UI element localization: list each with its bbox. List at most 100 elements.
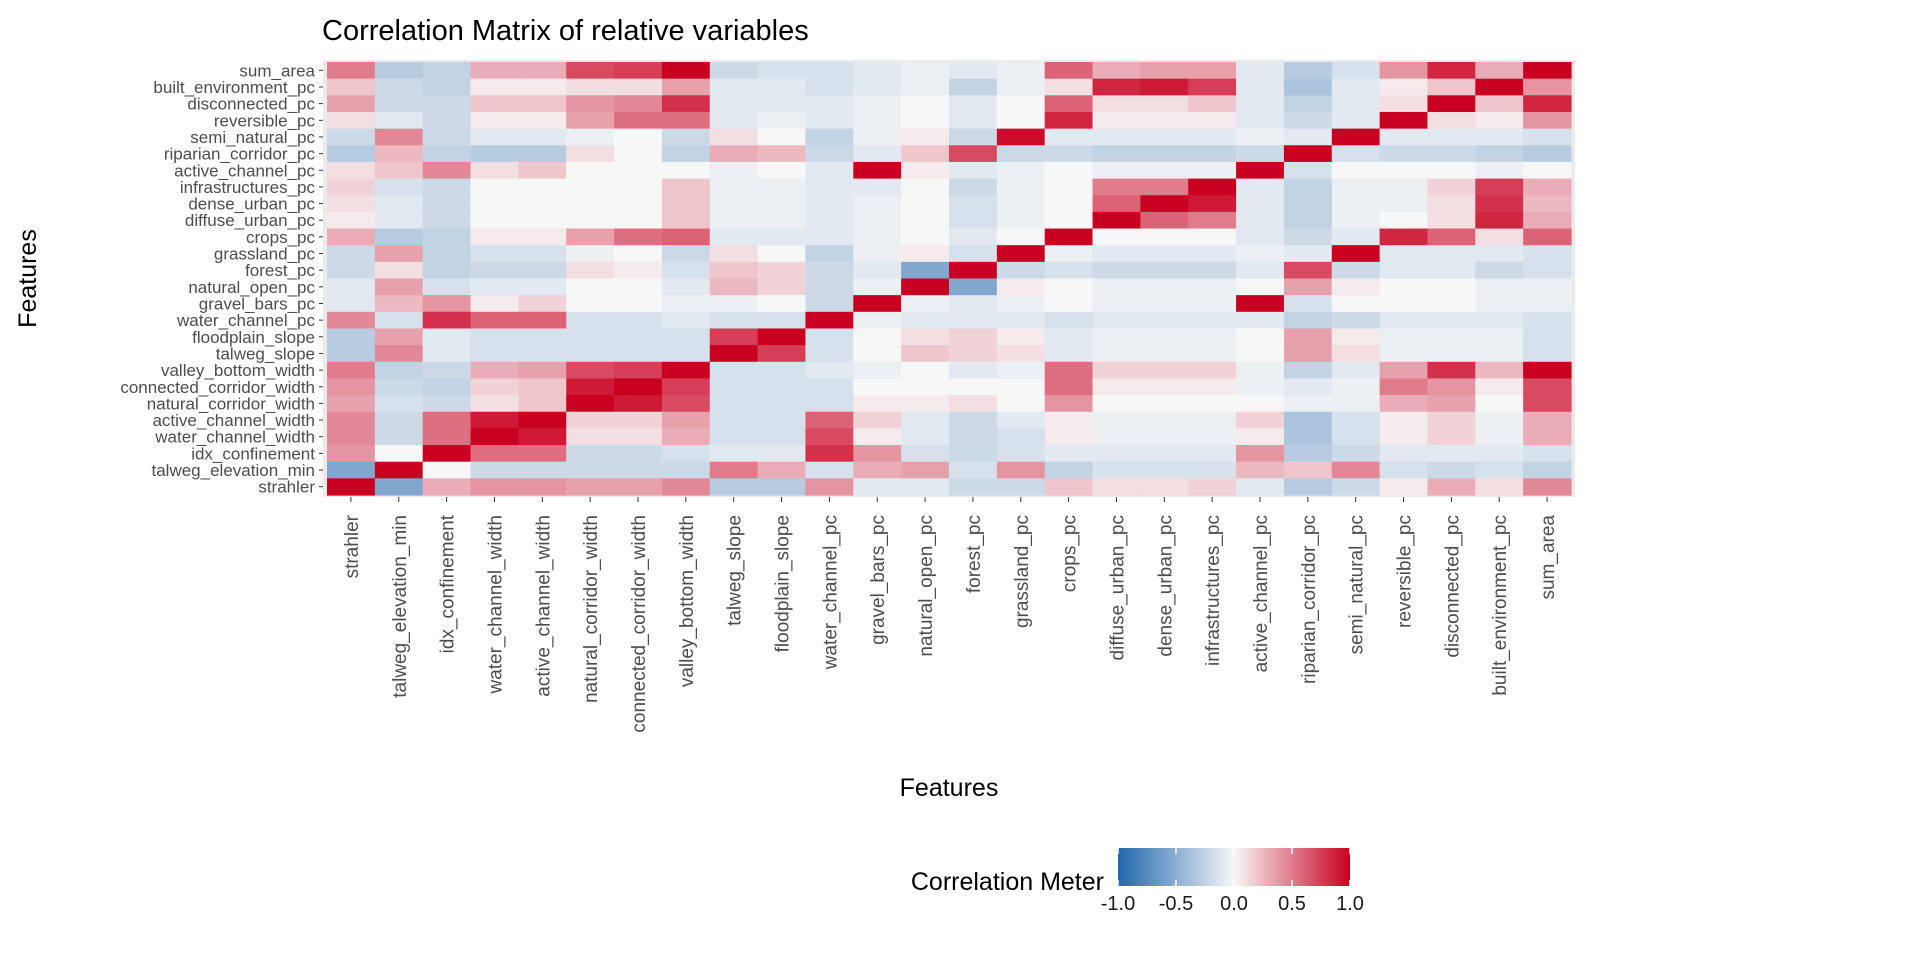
heatmap-cell <box>901 261 950 280</box>
heatmap-cell <box>757 328 807 346</box>
heatmap-cell <box>709 161 759 180</box>
heatmap-cell <box>661 345 711 363</box>
heatmap-cell <box>949 128 998 146</box>
heatmap-cell <box>709 295 759 313</box>
heatmap-cell <box>1427 395 1476 413</box>
heatmap-cell <box>1523 195 1572 213</box>
heatmap-cell <box>853 161 902 180</box>
heatmap-cell <box>470 361 519 380</box>
heatmap-cell <box>661 445 711 463</box>
heatmap-cell <box>661 161 711 180</box>
heatmap-cell <box>996 195 1046 213</box>
heatmap-cell <box>709 328 759 346</box>
x-tick-label: valley_bottom_width <box>677 515 698 687</box>
heatmap-cell <box>757 161 807 180</box>
heatmap-cell <box>1092 311 1141 330</box>
heatmap-cell <box>374 278 424 296</box>
heatmap-cell <box>1475 111 1524 130</box>
heatmap-cell <box>1140 145 1189 163</box>
heatmap-cell <box>901 328 950 346</box>
heatmap-cell <box>1236 245 1285 263</box>
heatmap-cell <box>757 395 807 413</box>
heatmap-cell <box>1475 345 1524 363</box>
heatmap-cell <box>1044 62 1094 80</box>
heatmap-cell <box>422 345 472 363</box>
heatmap-cell <box>1523 328 1572 346</box>
heatmap-cell <box>1044 395 1094 413</box>
heatmap-cell <box>1140 195 1189 213</box>
heatmap-cell <box>327 345 376 363</box>
heatmap-cell <box>709 395 759 413</box>
heatmap-cell <box>901 411 950 429</box>
heatmap-cell <box>566 195 615 213</box>
heatmap-cell <box>1188 411 1237 429</box>
heatmap-cell <box>1188 261 1237 280</box>
heatmap-cell <box>996 461 1046 479</box>
heatmap-cell <box>374 295 424 313</box>
heatmap-cell <box>422 461 472 479</box>
heatmap-cell <box>1523 445 1572 463</box>
heatmap-cell <box>901 211 950 230</box>
heatmap-cell <box>518 195 567 213</box>
x-tick-label: gravel_bars_pc <box>868 515 889 645</box>
heatmap-cell <box>901 428 950 446</box>
heatmap-cell <box>901 62 950 80</box>
heatmap-cell <box>1475 261 1524 280</box>
heatmap-cell <box>1427 62 1476 80</box>
heatmap-cell <box>757 295 807 313</box>
heatmap-cell <box>518 395 567 413</box>
x-tick-label: natural_open_pc <box>916 515 937 657</box>
heatmap-cell <box>661 278 711 296</box>
heatmap-cell <box>757 378 807 396</box>
heatmap-cell <box>470 311 519 330</box>
heatmap-cell <box>327 478 376 496</box>
heatmap-cell <box>1475 178 1524 196</box>
heatmap-cell <box>1283 178 1333 196</box>
heatmap-cell <box>1331 178 1381 196</box>
heatmap-cell <box>614 228 663 246</box>
heatmap-cell <box>805 461 854 479</box>
heatmap-cell <box>1427 478 1476 496</box>
heatmap-cell <box>661 62 711 80</box>
heatmap-cell <box>327 78 376 96</box>
heatmap-cell <box>470 161 519 180</box>
heatmap-cell <box>1523 395 1572 413</box>
heatmap-cell <box>757 461 807 479</box>
legend-ticks: -1.0 -0.5 0.0 0.5 1.0 <box>1101 848 1364 915</box>
heatmap-cell <box>661 111 711 130</box>
heatmap-cell <box>374 361 424 380</box>
heatmap-cell <box>422 278 472 296</box>
heatmap-cell <box>1331 161 1381 180</box>
heatmap-cell <box>1283 411 1333 429</box>
heatmap-cell <box>518 445 567 463</box>
heatmap-cell <box>422 328 472 346</box>
heatmap-cell <box>374 78 424 96</box>
heatmap-cell <box>661 478 711 496</box>
heatmap-cell <box>374 445 424 463</box>
heatmap-cell <box>1379 78 1429 96</box>
heatmap-cell <box>949 461 998 479</box>
heatmap-cell <box>470 278 519 296</box>
heatmap-cell <box>1427 245 1476 263</box>
heatmap-cell <box>1140 62 1189 80</box>
heatmap-cell <box>1475 211 1524 230</box>
heatmap-cell <box>327 445 376 463</box>
heatmap-cell <box>518 328 567 346</box>
legend-color-bar <box>1118 848 1350 886</box>
heatmap-cell <box>996 361 1046 380</box>
heatmap-cell <box>374 428 424 446</box>
y-tick-label: sum_area <box>239 61 315 80</box>
heatmap-cell <box>1283 228 1333 246</box>
heatmap-cell <box>949 62 998 80</box>
heatmap-cell <box>709 111 759 130</box>
heatmap-cell <box>566 478 615 496</box>
x-tick-label: disconnected_pc <box>1442 515 1463 658</box>
heatmap-cell <box>996 95 1046 113</box>
heatmap-cell <box>518 128 567 146</box>
heatmap-cell <box>566 211 615 230</box>
heatmap-cell <box>709 261 759 280</box>
heatmap-cell <box>1044 128 1094 146</box>
heatmap-cell <box>661 245 711 263</box>
x-tick-label: infrastructures_pc <box>1203 515 1224 666</box>
heatmap-cell <box>757 78 807 96</box>
